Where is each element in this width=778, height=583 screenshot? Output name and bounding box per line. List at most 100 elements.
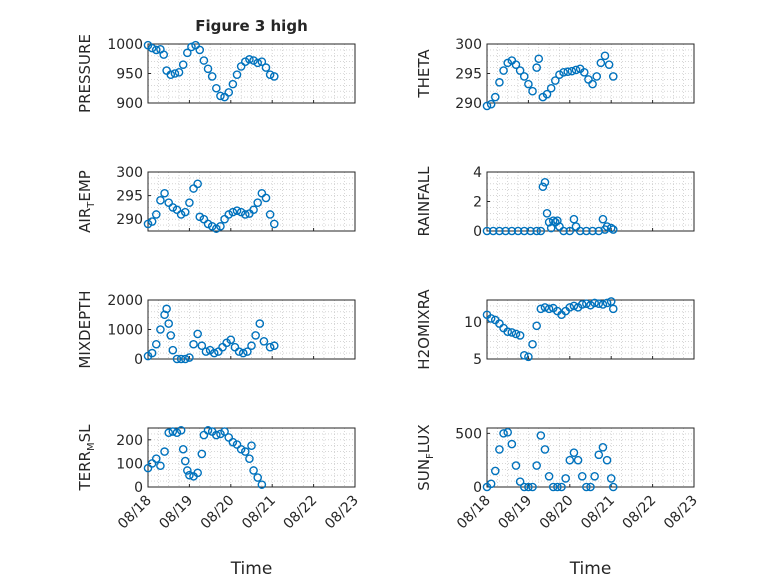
data-point [172,428,182,438]
data-point [608,482,618,492]
data-point [228,437,238,447]
data-point [519,226,529,236]
data-point [606,223,616,233]
data-point [160,188,169,198]
data-point [495,226,504,236]
data-point [513,226,523,236]
data-point [524,352,533,362]
data-point [240,210,250,219]
data-point [548,482,558,492]
data-point [187,42,196,52]
data-point [608,72,618,81]
data-point [195,45,205,55]
y-tick-label: 0 [473,480,482,496]
data-point [534,54,544,64]
data-point [156,196,165,205]
axes-box [147,427,356,488]
data-point [540,178,550,187]
data-point [490,466,500,476]
data-point [519,351,529,360]
data-point [212,430,221,440]
data-point [579,68,589,77]
data-point [234,347,244,356]
y-tick-label: 2 [473,195,482,211]
data-point [499,66,508,75]
y-axis-label: PRESSURE [76,34,94,113]
subplot-2: 290 295 300 THETA [415,37,695,112]
y-axis-label-main: TERR [76,451,94,492]
y-axis-label-subscript: T [86,201,97,209]
data-point [269,219,279,229]
data-point [511,60,521,69]
data-point [571,222,581,231]
x-tick-label: 08/21 [578,493,618,533]
y-axis-label-subscript: M [86,442,97,451]
data-point [569,301,579,311]
subplot-4: 0 2 4 RAINFALL [415,165,695,240]
data-point [199,430,209,440]
data-point [594,299,604,308]
data-point [249,205,258,215]
data-point [238,348,248,358]
y-tick-label: 0 [134,480,143,496]
y-axis-label-rest: SL [76,424,94,443]
data-point [594,226,604,236]
data-point [592,72,602,81]
data-point [569,214,579,224]
data-point [257,57,267,67]
data-point [586,482,595,492]
data-point [528,86,537,96]
data-point [203,426,213,435]
data-point [166,331,176,340]
data-point [490,92,500,102]
data-point [540,445,550,454]
data-point [253,58,263,68]
x-tick-label: 08/20 [537,493,577,533]
data-point [482,226,492,236]
data-point [193,179,202,189]
data-point [511,461,521,470]
data-point [164,319,173,328]
data-point [582,299,591,308]
data-point [199,56,209,65]
data-point [528,482,537,492]
y-axis-label-main: PRESSURE [76,34,94,113]
data-point [251,331,260,340]
data-point [203,64,213,74]
data-point [524,79,533,89]
x-tick-label: 08/18 [115,493,155,533]
data-point [532,226,541,236]
data-point [170,69,180,78]
data-point [571,65,581,75]
data-point [526,226,535,236]
y-tick-label: 0 [134,352,143,368]
data-point [216,429,225,439]
data-point [236,207,246,217]
data-point [488,226,498,236]
data-point [197,341,207,351]
data-point [180,207,190,217]
y-axis-label-rest: EMP [76,170,94,201]
axes-box [486,171,695,232]
data-point [596,58,606,68]
x-tick-label: 08/18 [454,493,494,533]
data-point [606,297,616,306]
data-point [159,50,169,59]
data-point [212,224,221,233]
x-tick-label: 08/21 [239,493,279,533]
data-point [501,226,510,236]
data-point [507,439,517,449]
data-point [598,443,608,452]
data-point [183,48,192,58]
y-tick-label: 2000 [107,293,143,309]
y-tick-label: 950 [116,67,143,83]
data-point [507,328,517,337]
x-tick-label: 08/19 [495,493,535,533]
y-axis-label-main: SUN [415,459,433,491]
y-tick-label: 295 [116,189,143,205]
x-tick-label: 08/23 [322,493,362,533]
y-axis-label-main: THETA [415,49,433,99]
data-point [168,427,178,436]
data-point [515,66,525,75]
subplot-1: 900 950 1000 PRESSURE [76,34,356,113]
